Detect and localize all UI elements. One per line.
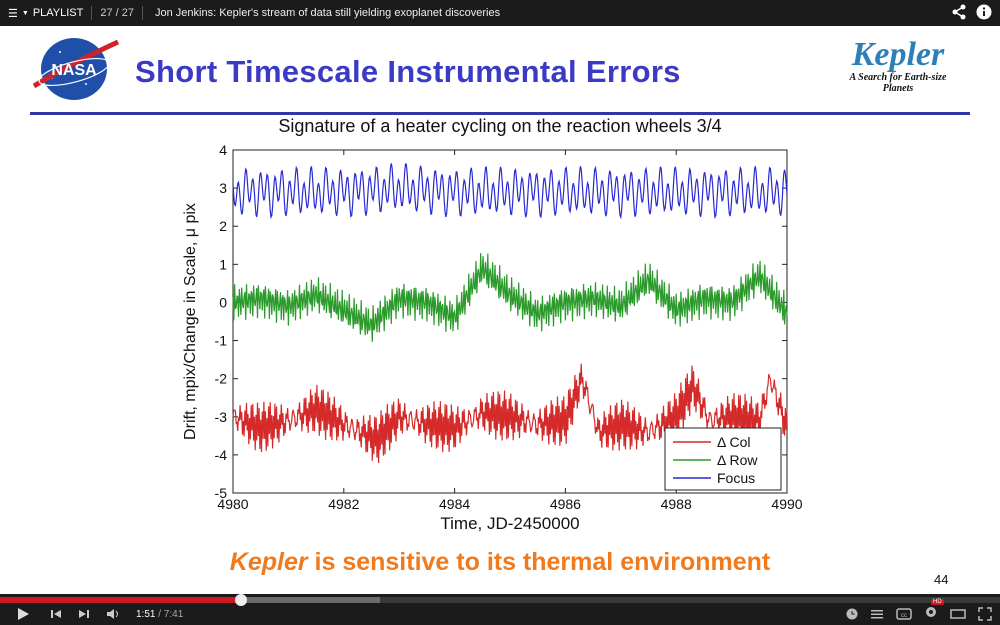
- playlist-label: PLAYLIST: [32, 7, 84, 19]
- playlist-button[interactable]: ☰ ▼ PLAYLIST: [0, 7, 83, 20]
- x-tick-label: 4988: [661, 496, 692, 512]
- player-top-bar: ☰ ▼ PLAYLIST 27 / 27 Jon Jenkins: Kepler…: [0, 0, 1000, 26]
- chart-title: Signature of a heater cycling on the rea…: [278, 116, 722, 136]
- nasa-logo-text: NASA: [51, 62, 97, 79]
- kepler-logo: Kepler A Search for Earth-size Planets: [828, 36, 968, 95]
- scrubber-handle[interactable]: [235, 594, 247, 606]
- time-display: 1:51 / 7:41: [136, 609, 183, 620]
- list-icon: ☰: [8, 7, 18, 20]
- previous-icon[interactable]: [50, 608, 62, 620]
- x-tick-label: 4990: [771, 496, 802, 512]
- slide-caption: Kepler is sensitive to its thermal envir…: [0, 548, 1000, 577]
- nasa-logo: NASA: [32, 38, 120, 100]
- theater-mode-icon[interactable]: [950, 608, 966, 620]
- settings-button[interactable]: HD: [924, 599, 944, 622]
- captions-icon[interactable]: cc: [896, 607, 912, 620]
- legend-box: [664, 427, 782, 491]
- y-tick-label: -3: [215, 409, 228, 425]
- series-line-row: [232, 253, 788, 342]
- gear-icon: [926, 607, 936, 617]
- played-bar: [0, 597, 241, 603]
- legend-label: Δ Row: [717, 452, 758, 468]
- x-axis-label: Time, JD-2450000: [440, 514, 579, 533]
- y-axis-label: Drift, mpix/Change in Scale, μ pix: [182, 203, 199, 440]
- caption-text: is sensitive to its thermal environment: [307, 548, 771, 576]
- kepler-logo-text: Kepler: [851, 36, 945, 73]
- video-title[interactable]: Jon Jenkins: Kepler's stream of data sti…: [155, 7, 501, 19]
- x-tick-label: 4986: [550, 496, 581, 512]
- hd-badge: HD: [931, 599, 944, 605]
- share-icon[interactable]: [952, 4, 966, 20]
- y-tick-label: 4: [219, 142, 227, 158]
- slide-title: Short Timescale Instrumental Errors: [135, 54, 681, 89]
- watch-later-icon[interactable]: [846, 608, 858, 620]
- y-tick-label: 3: [219, 180, 227, 196]
- svg-text:cc: cc: [901, 613, 907, 619]
- playlist-counter: 27 / 27: [100, 7, 134, 19]
- play-icon[interactable]: [16, 607, 30, 621]
- drift-chart: -5 -4 -3 -2 -1 0 1 2 3 4 4980 4982 4984 4986 4988 4990 T…: [182, 142, 803, 533]
- y-tick-label: 0: [219, 294, 227, 310]
- y-tick-label: -2: [215, 371, 228, 387]
- y-tick-label: 1: [219, 256, 227, 272]
- duration: / 7:41: [158, 608, 184, 620]
- y-tick-label: 2: [219, 218, 227, 234]
- current-time: 1:51: [136, 608, 156, 620]
- playlist-icon[interactable]: [870, 608, 884, 620]
- kepler-tagline-1: A Search for Earth-size: [849, 72, 947, 83]
- x-tick-label: 4982: [328, 496, 359, 512]
- series-line-col: [232, 363, 788, 464]
- y-tick-label: -4: [215, 447, 228, 463]
- series-line-focus: [232, 163, 788, 220]
- divider: [142, 6, 143, 20]
- title-rule: [30, 112, 970, 115]
- controls-row: 1:51 / 7:41 cc HD: [0, 599, 1000, 623]
- kepler-tagline-2: Planets: [882, 83, 914, 94]
- info-icon[interactable]: [976, 4, 992, 20]
- progress-bar[interactable]: [0, 594, 1000, 606]
- y-tick-label: -5: [215, 485, 228, 501]
- divider: [91, 6, 93, 20]
- x-tick-label: 4980: [217, 496, 248, 512]
- volume-icon[interactable]: [106, 608, 122, 620]
- chevron-down-icon: ▼: [21, 9, 29, 17]
- slide-number: 44: [934, 572, 949, 587]
- x-tick-label: 4984: [439, 496, 470, 512]
- legend-label: Δ Col: [717, 434, 750, 450]
- next-icon[interactable]: [78, 608, 90, 620]
- legend-label: Focus: [717, 470, 755, 486]
- fullscreen-icon[interactable]: [978, 606, 992, 621]
- presentation-slide: NASA Short Timescale Instrumental Errors…: [0, 26, 1000, 594]
- y-tick-label: -1: [215, 333, 228, 349]
- caption-kepler: Kepler: [229, 548, 308, 576]
